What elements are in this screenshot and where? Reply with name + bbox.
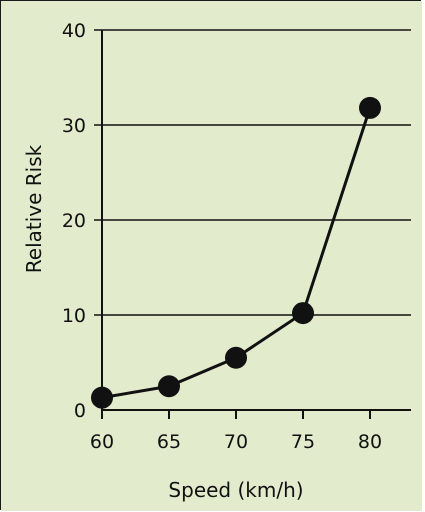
x-tick-label-70: 70 (224, 431, 248, 453)
data-point-70 (225, 346, 247, 369)
x-tick-label-80: 80 (358, 431, 382, 453)
x-tick-label-65: 65 (157, 431, 181, 453)
y-tick-label-0: 0 (74, 400, 86, 422)
y-tick-labels: 0 10 20 30 40 (62, 20, 86, 422)
data-point-60 (91, 386, 113, 409)
y-axis-label: Relative Risk (22, 144, 46, 273)
y-tick-label-10: 10 (62, 305, 86, 327)
y-tick-label-40: 40 (62, 20, 86, 42)
gridlines (94, 29, 411, 316)
x-tick-labels: 60 65 70 75 80 (90, 431, 382, 453)
data-point-75 (292, 302, 314, 325)
series-group (91, 96, 381, 409)
x-axis-label: Speed (km/h) (168, 478, 303, 502)
data-point-65 (158, 375, 180, 398)
y-tick-label-30: 30 (62, 115, 86, 137)
data-point-80 (359, 96, 381, 119)
axes (101, 30, 411, 419)
y-tick-label-20: 20 (62, 210, 86, 232)
x-tick-label-75: 75 (291, 431, 315, 453)
x-tick-label-60: 60 (90, 431, 114, 453)
